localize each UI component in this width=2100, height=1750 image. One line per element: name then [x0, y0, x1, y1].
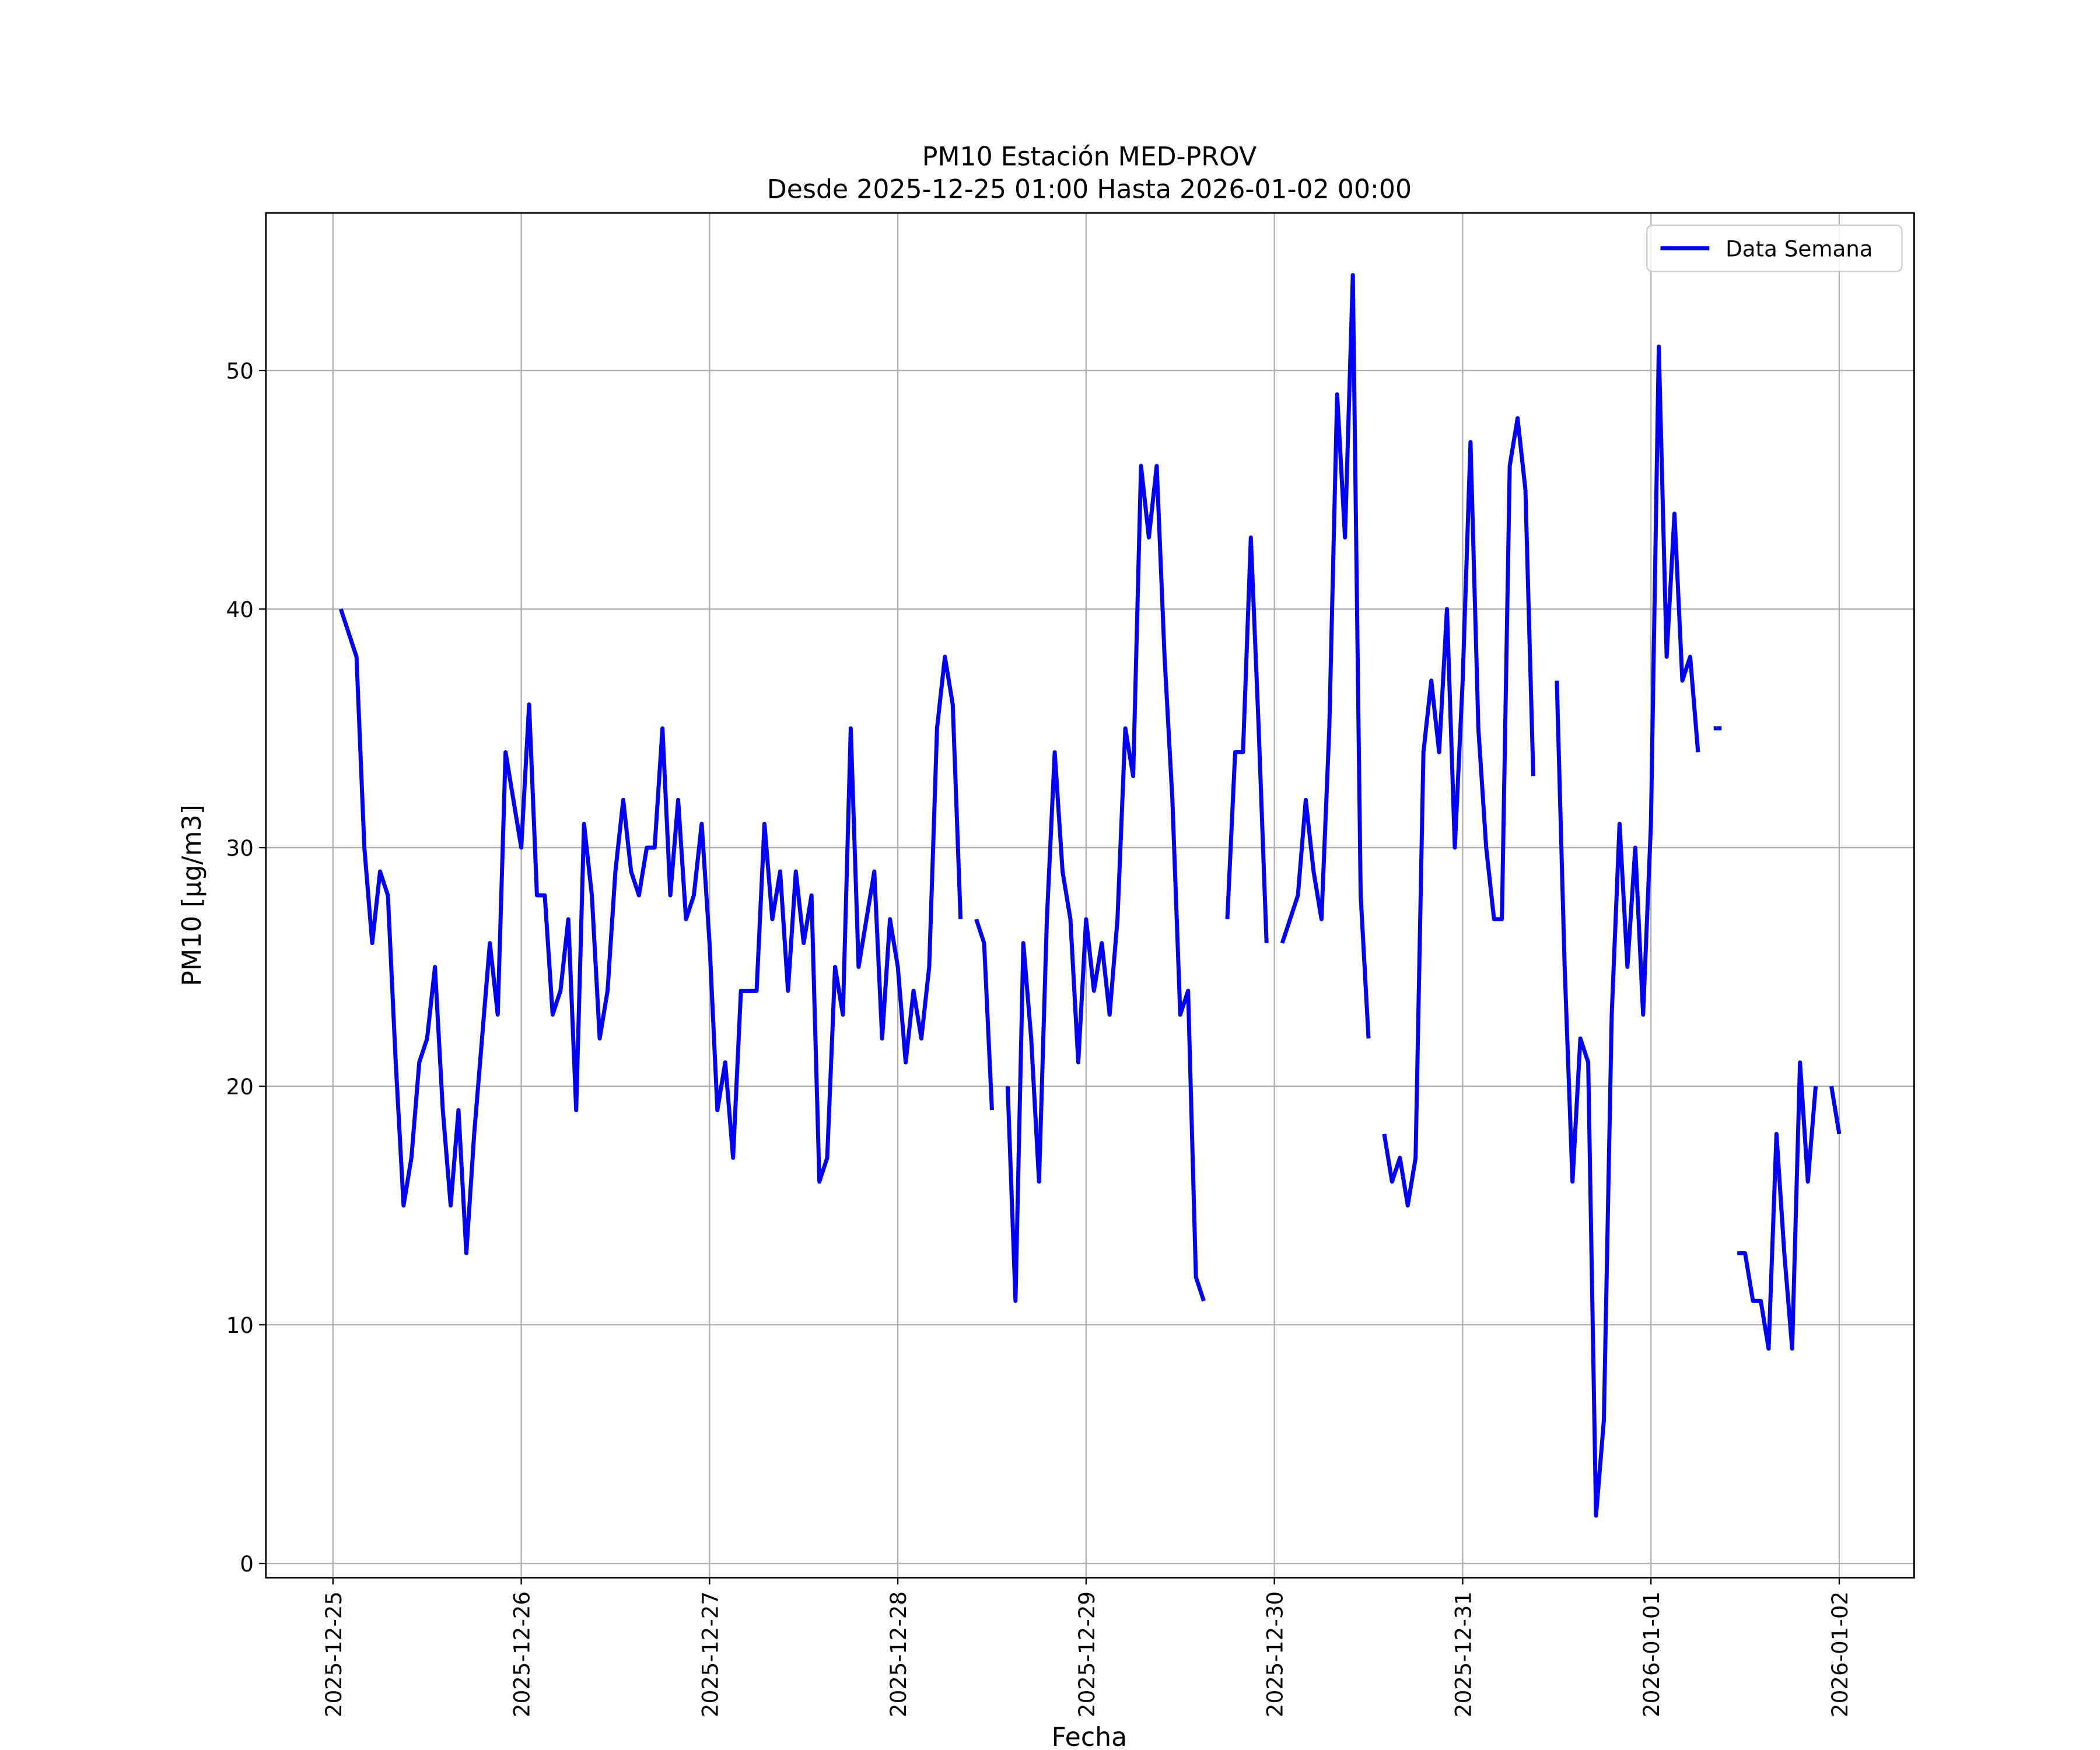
x-tick-label: 2025-12-31 [1450, 1591, 1476, 1717]
y-tick-label: 30 [226, 835, 254, 861]
data-line [338, 272, 1842, 1518]
x-tick-label: 2025-12-29 [1074, 1591, 1100, 1717]
y-axis-label: PM10 [μg/m3] [177, 804, 207, 986]
x-tick-label: 2026-01-01 [1639, 1591, 1664, 1717]
x-tick-label: 2025-12-30 [1262, 1591, 1288, 1717]
y-tick-label: 40 [226, 597, 254, 622]
y-tick-label: 10 [226, 1312, 254, 1338]
x-tick-label: 2026-01-02 [1827, 1591, 1853, 1717]
x-tick-label: 2025-12-27 [697, 1591, 723, 1717]
plot-frame [265, 212, 1915, 1579]
chart-subtitle: Desde 2025-12-25 01:00 Hasta 2026-01-02 … [767, 175, 1412, 205]
x-tick-label: 2025-12-26 [509, 1591, 535, 1717]
y-tick-label: 0 [240, 1551, 254, 1577]
y-tick-label: 50 [226, 358, 254, 384]
chart-title: PM10 Estación MED-PROV [922, 142, 1256, 172]
legend-label: Data Semana [1726, 236, 1873, 262]
y-tick-label: 20 [226, 1074, 254, 1100]
x-axis-label: Fecha [1052, 1723, 1128, 1750]
legend-box [1646, 224, 1903, 272]
x-tick-label: 2025-12-25 [321, 1591, 346, 1717]
x-tick-label: 2025-12-28 [886, 1591, 911, 1717]
